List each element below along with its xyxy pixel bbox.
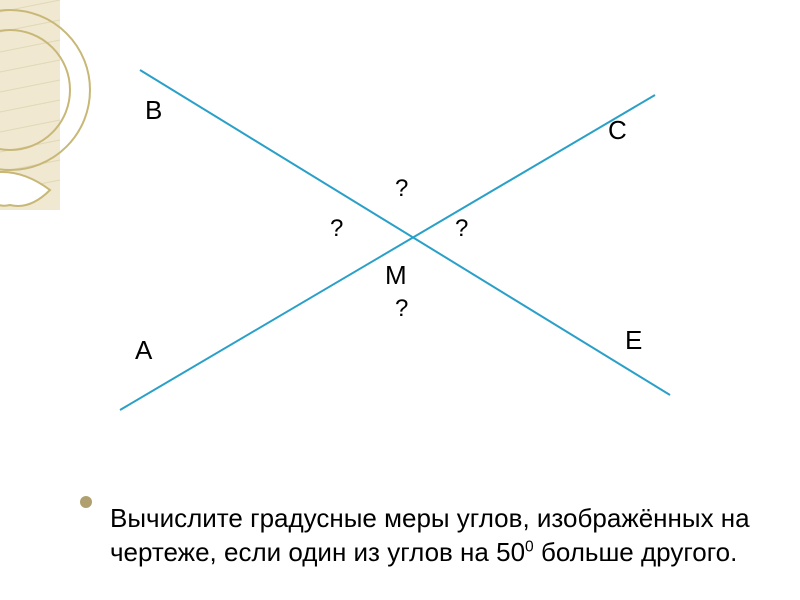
diagram-line [120,95,655,410]
angle-marker-1: ? [330,215,343,243]
point-label-C: C [608,115,627,146]
diagram-line [140,70,670,395]
point-label-A: A [135,335,152,366]
bullet-icon [80,496,92,508]
angle-marker-3: ? [395,295,408,323]
task-degree-sup: 0 [525,539,534,556]
angle-marker-2: ? [455,215,468,243]
point-label-M: M [385,260,407,291]
task-text: Вычислите градусные меры углов, изображё… [110,502,750,570]
angle-marker-0: ? [395,175,408,203]
point-label-B: B [145,95,162,126]
task-text-after: больше другого. [534,537,738,567]
point-label-E: E [625,325,642,356]
